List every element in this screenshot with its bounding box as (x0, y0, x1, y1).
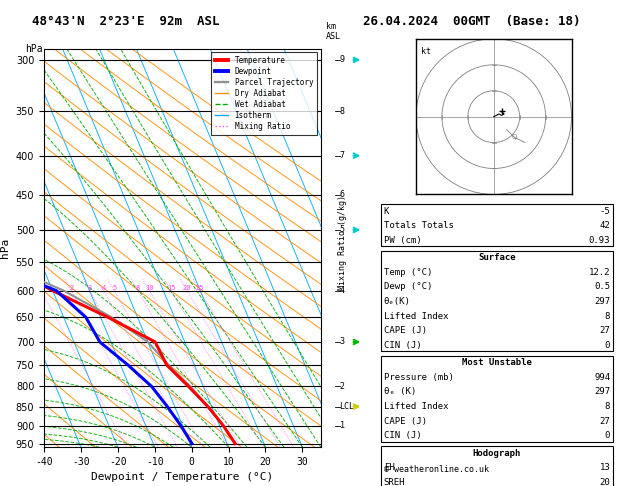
Text: CAPE (J): CAPE (J) (384, 417, 426, 426)
Text: 3: 3 (87, 285, 92, 291)
Text: 15: 15 (167, 285, 175, 291)
Text: SREH: SREH (384, 478, 405, 486)
Text: PW (cm): PW (cm) (384, 236, 421, 245)
Text: 1: 1 (340, 421, 345, 430)
Text: Pressure (mb): Pressure (mb) (384, 373, 454, 382)
Text: Temp (°C): Temp (°C) (384, 268, 432, 277)
Legend: Temperature, Dewpoint, Parcel Trajectory, Dry Adiabat, Wet Adiabat, Isotherm, Mi: Temperature, Dewpoint, Parcel Trajectory… (211, 52, 317, 135)
Text: 5: 5 (112, 285, 116, 291)
Text: Lifted Index: Lifted Index (384, 312, 448, 321)
Y-axis label: hPa: hPa (0, 238, 10, 258)
Text: 48°43'N  2°23'E  92m  ASL: 48°43'N 2°23'E 92m ASL (32, 15, 220, 28)
Text: 10: 10 (145, 285, 153, 291)
Text: Most Unstable: Most Unstable (462, 358, 532, 367)
Text: 4: 4 (101, 285, 106, 291)
Text: 8: 8 (604, 312, 610, 321)
Text: 9: 9 (340, 55, 345, 64)
Text: -5: -5 (599, 207, 610, 216)
Text: 26.04.2024  00GMT  (Base: 18): 26.04.2024 00GMT (Base: 18) (363, 15, 581, 28)
Text: CIN (J): CIN (J) (384, 341, 421, 350)
Text: © weatheronline.co.uk: © weatheronline.co.uk (384, 465, 489, 474)
Text: Dewp (°C): Dewp (°C) (384, 282, 432, 292)
Text: 5: 5 (340, 226, 345, 234)
Text: 3: 3 (340, 337, 345, 347)
Text: EH: EH (384, 463, 394, 472)
Text: Surface: Surface (478, 253, 516, 262)
Text: 7: 7 (340, 151, 345, 160)
Text: 20: 20 (183, 285, 191, 291)
Text: 4: 4 (340, 286, 345, 295)
Text: 8: 8 (136, 285, 140, 291)
Text: 25: 25 (196, 285, 204, 291)
Text: θₑ(K): θₑ(K) (384, 297, 411, 306)
Text: 0.5: 0.5 (594, 282, 610, 292)
Text: hPa: hPa (25, 44, 43, 54)
Text: CIN (J): CIN (J) (384, 431, 421, 440)
Text: K: K (384, 207, 389, 216)
Text: 297: 297 (594, 387, 610, 397)
Text: 2: 2 (69, 285, 74, 291)
Text: 2: 2 (340, 382, 345, 391)
Text: 297: 297 (594, 297, 610, 306)
Text: 20: 20 (599, 478, 610, 486)
Text: Lifted Index: Lifted Index (384, 402, 448, 411)
Text: 42: 42 (599, 221, 610, 230)
Text: 994: 994 (594, 373, 610, 382)
Text: 27: 27 (599, 417, 610, 426)
Text: 0.93: 0.93 (589, 236, 610, 245)
Text: 12.2: 12.2 (589, 268, 610, 277)
Text: 8: 8 (340, 107, 345, 116)
Text: CAPE (J): CAPE (J) (384, 326, 426, 335)
Text: 8: 8 (604, 402, 610, 411)
Text: kt: kt (421, 47, 431, 56)
Text: 27: 27 (599, 326, 610, 335)
Text: 0: 0 (604, 431, 610, 440)
X-axis label: Dewpoint / Temperature (°C): Dewpoint / Temperature (°C) (91, 472, 274, 483)
Text: 0: 0 (604, 341, 610, 350)
Text: θₑ (K): θₑ (K) (384, 387, 416, 397)
Text: 6: 6 (340, 191, 345, 199)
Text: Hodograph: Hodograph (473, 449, 521, 458)
Text: Totals Totals: Totals Totals (384, 221, 454, 230)
Text: 13: 13 (599, 463, 610, 472)
Text: Q: Q (512, 134, 517, 140)
Text: km
ASL: km ASL (326, 22, 341, 41)
Text: LCL: LCL (340, 402, 355, 411)
Text: Mixing Ratio (g/kg): Mixing Ratio (g/kg) (338, 195, 347, 291)
